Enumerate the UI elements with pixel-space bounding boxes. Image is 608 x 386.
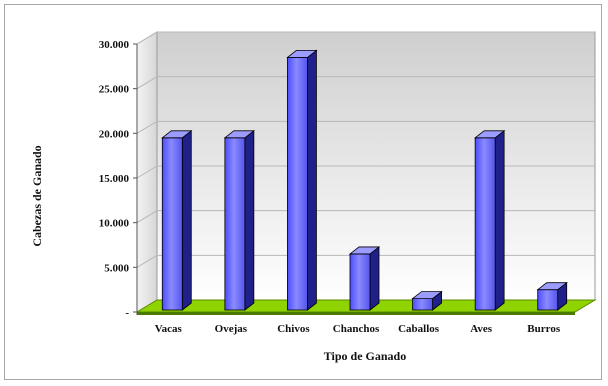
bar-face xyxy=(349,253,371,311)
bar-side xyxy=(307,49,317,311)
bar-side xyxy=(494,129,505,311)
bar xyxy=(536,281,568,311)
y-tick-label: 30.000 xyxy=(99,39,130,51)
bar-side xyxy=(244,129,255,311)
bar xyxy=(473,129,506,311)
x-axis-ticks: Vacas Ovejas Chivos Chanchos Caballos Aves Bur… xyxy=(155,323,561,335)
x-tick-label: Vacas xyxy=(155,323,183,335)
gridline xyxy=(136,31,595,45)
gridline xyxy=(136,76,595,90)
gridline xyxy=(136,165,595,179)
gridline xyxy=(136,120,595,134)
bar-top xyxy=(223,130,256,139)
bar-top xyxy=(286,50,318,58)
gridline xyxy=(136,210,595,224)
x-tick-label: Chivos xyxy=(277,323,310,335)
bar-face xyxy=(287,57,308,311)
y-tick-label: - xyxy=(125,307,129,319)
bar-face xyxy=(537,289,559,311)
y-axis-title: Cabezas de Ganado xyxy=(30,145,44,246)
bar-top xyxy=(536,282,568,291)
bar-top xyxy=(411,291,443,300)
x-tick-label: Chanchos xyxy=(333,323,380,335)
y-tick-label: 25.000 xyxy=(99,84,130,96)
bar-face xyxy=(224,137,246,311)
bar-face xyxy=(161,137,183,311)
x-tick-label: Burros xyxy=(527,323,561,335)
bar xyxy=(223,129,256,311)
bar-face xyxy=(412,298,433,311)
y-tick-label: 10.000 xyxy=(99,218,130,230)
bar xyxy=(411,290,443,311)
bars xyxy=(161,49,568,311)
bar xyxy=(348,246,381,311)
bar xyxy=(161,129,193,311)
bar xyxy=(286,49,318,311)
floor-edge xyxy=(137,312,575,315)
bar-top xyxy=(161,130,193,139)
x-axis-title: Tipo de Ganado xyxy=(324,349,406,363)
x-tick-label: Ovejas xyxy=(215,323,248,335)
bar-side xyxy=(369,246,380,311)
bar-top xyxy=(348,246,381,255)
gridlines xyxy=(136,31,595,268)
x-tick-label: Caballos xyxy=(398,323,440,335)
bar-side xyxy=(181,129,192,311)
bar-top xyxy=(473,130,506,139)
y-tick-label: 5.000 xyxy=(104,262,129,274)
bar-face xyxy=(474,137,496,311)
gridline xyxy=(136,254,595,268)
x-tick-label: Aves xyxy=(470,323,493,335)
y-tick-label: 20.000 xyxy=(99,128,130,140)
y-axis-ticks: - 5.000 10.000 15.000 20.000 25.000 30.000 xyxy=(99,39,138,319)
y-tick-label: 15.000 xyxy=(99,173,130,185)
